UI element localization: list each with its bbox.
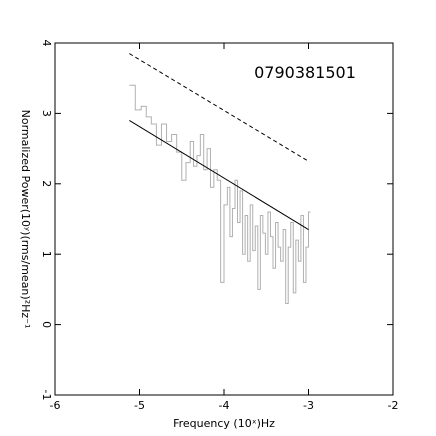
x-tick-label: -6 xyxy=(50,399,61,412)
x-tick-label: -3 xyxy=(303,399,314,412)
solid-fit-line xyxy=(129,120,309,230)
y-tick-label: 1 xyxy=(40,251,53,258)
data-series xyxy=(129,53,311,304)
x-tick-label: -2 xyxy=(388,399,399,412)
x-axis-label: Frequency (10ˣ)Hz xyxy=(173,417,275,430)
x-tick-label: -4 xyxy=(219,399,230,412)
axis-ticks: -6 -5 -4 -3 -2 -1 0 1 2 3 4 xyxy=(40,40,398,413)
y-tick-label: 2 xyxy=(40,180,53,187)
y-tick-label: 4 xyxy=(40,40,53,47)
power-spectrum-series xyxy=(129,84,311,304)
chart-annotation: 0790381501 xyxy=(254,63,356,82)
y-tick-label: 3 xyxy=(40,110,53,117)
y-axis-label: Normalized Power(10ʸ)(rms/mean)²Hz⁻¹ xyxy=(19,110,32,329)
x-tick-label: -5 xyxy=(134,399,145,412)
y-tick-label: 0 xyxy=(40,321,53,328)
y-tick-label: -1 xyxy=(40,390,53,401)
